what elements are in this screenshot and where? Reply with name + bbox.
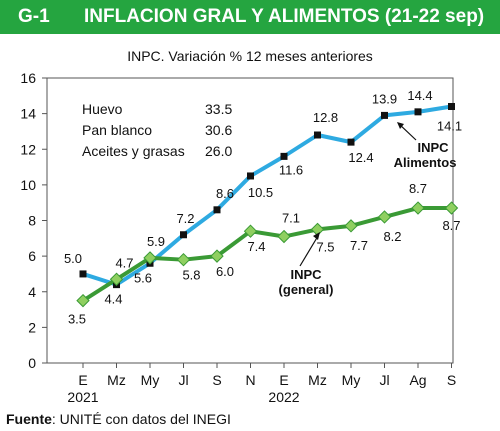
data-label-general: 5.9: [147, 234, 165, 249]
data-label-alimentos: 4.4: [104, 292, 122, 307]
callout-line-general: [299, 235, 319, 267]
annotation-value: 26.0: [205, 143, 232, 159]
data-label-alimentos: 14.4: [407, 88, 432, 103]
data-label-alimentos: 12.4: [348, 150, 373, 165]
x-tick-label: N: [245, 372, 255, 388]
data-point-0: [347, 138, 355, 146]
data-point-0: [79, 270, 87, 278]
annotation-value: 30.6: [205, 122, 232, 138]
x-tick-label: Ag: [409, 372, 426, 388]
data-label-alimentos: 11.6: [279, 162, 303, 177]
series-line-0: [82, 104, 452, 287]
y-tick-label: 4: [28, 284, 36, 300]
y-tick-label: 10: [20, 177, 36, 193]
data-label-general: 6.0: [216, 264, 234, 279]
data-label-alimentos: 14.1: [437, 119, 462, 134]
callout-arrow-general: [313, 232, 320, 240]
series-label-alimentos-2: Alimentos: [394, 155, 457, 170]
data-label-general: 7.5: [316, 239, 334, 254]
callout-arrow-alimentos: [397, 122, 404, 129]
data-point-1: [210, 249, 224, 263]
data-point-1: [76, 293, 90, 308]
x-tick-label: Jl: [379, 372, 389, 388]
data-point-1: [277, 229, 291, 244]
y-tick-label: 6: [28, 248, 36, 264]
plot-frame: [46, 77, 454, 364]
data-point-1: [444, 201, 459, 215]
x-tick-label: Jl: [178, 372, 188, 388]
y-tick-label: 16: [20, 70, 36, 86]
series-label-alimentos-1: INPC: [417, 140, 449, 155]
data-label-general: 7.7: [350, 238, 368, 253]
data-point-0: [213, 206, 221, 214]
data-label-alimentos: 5.6: [134, 270, 152, 285]
data-point-1: [377, 210, 392, 224]
x-tick-label: E: [279, 372, 288, 388]
data-label-alimentos: 5.0: [64, 251, 82, 266]
annotation-label: Huevo: [82, 101, 123, 117]
annotation-label: Aceites y grasas: [82, 143, 185, 159]
source-label: Fuente: [6, 411, 52, 427]
data-point-1: [109, 272, 124, 286]
data-label-alimentos: 13.9: [372, 91, 397, 106]
data-label-alimentos: 10.5: [248, 185, 273, 200]
x-year-label: 2021: [67, 389, 98, 405]
x-tick-label: S: [212, 372, 221, 388]
data-label-general: 8.7: [409, 181, 427, 196]
data-point-1: [243, 224, 258, 238]
annotation-value: 33.5: [205, 101, 232, 117]
data-point-1: [411, 201, 425, 215]
data-label-general: 5.8: [182, 268, 200, 283]
chart-header: G-1 INFLACION GRAL Y ALIMENTOS (21-22 se…: [0, 0, 500, 34]
data-point-0: [448, 103, 455, 110]
data-label-general: 4.7: [115, 255, 133, 270]
data-point-0: [280, 152, 288, 160]
data-label-general: 7.1: [282, 211, 300, 226]
x-tick-label: My: [342, 372, 361, 388]
x-tick-label: S: [447, 372, 456, 388]
x-year-label: 2022: [268, 389, 299, 405]
y-tick-label: 0: [28, 355, 36, 371]
data-label-general: 8.7: [442, 218, 460, 233]
data-label-alimentos: 8.6: [216, 186, 234, 201]
y-tick-label: 2: [28, 319, 36, 335]
data-point-1: [176, 252, 191, 267]
source-note: Fuente: UNITÉ con datos del INEGI: [6, 411, 231, 427]
data-label-general: 8.2: [383, 229, 401, 244]
data-point-1: [143, 251, 157, 265]
data-point-0: [414, 108, 422, 116]
data-label-general: 7.4: [247, 239, 265, 254]
x-tick-label: E: [78, 372, 87, 388]
chart-header-title: INFLACION GRAL Y ALIMENTOS (21-22 sep): [84, 6, 485, 27]
data-point-0: [180, 231, 187, 239]
x-tick-label: Mz: [308, 372, 327, 388]
data-label-alimentos: 7.2: [176, 211, 194, 226]
y-tick-label: 12: [20, 141, 36, 157]
series-line-1: [81, 206, 452, 303]
chart-code: G-1: [18, 6, 50, 27]
data-point-0: [314, 131, 321, 139]
series-label-general-1: INPC: [290, 267, 322, 282]
x-tick-label: My: [141, 372, 160, 388]
y-tick-label: 14: [20, 106, 36, 122]
annotation-label: Pan blanco: [82, 122, 152, 138]
data-point-1: [344, 219, 358, 233]
series-label-general-2: (general): [279, 282, 334, 297]
y-tick-label: 8: [28, 213, 36, 229]
data-point-0: [381, 111, 388, 119]
data-label-alimentos: 12.8: [313, 110, 338, 125]
source-text: : UNITÉ con datos del INEGI: [52, 411, 231, 427]
chart-title: INPC. Variación % 12 meses anteriores: [127, 48, 373, 64]
data-point-0: [247, 172, 254, 180]
x-tick-label: Mz: [107, 372, 126, 388]
data-label-general: 3.5: [68, 312, 86, 327]
